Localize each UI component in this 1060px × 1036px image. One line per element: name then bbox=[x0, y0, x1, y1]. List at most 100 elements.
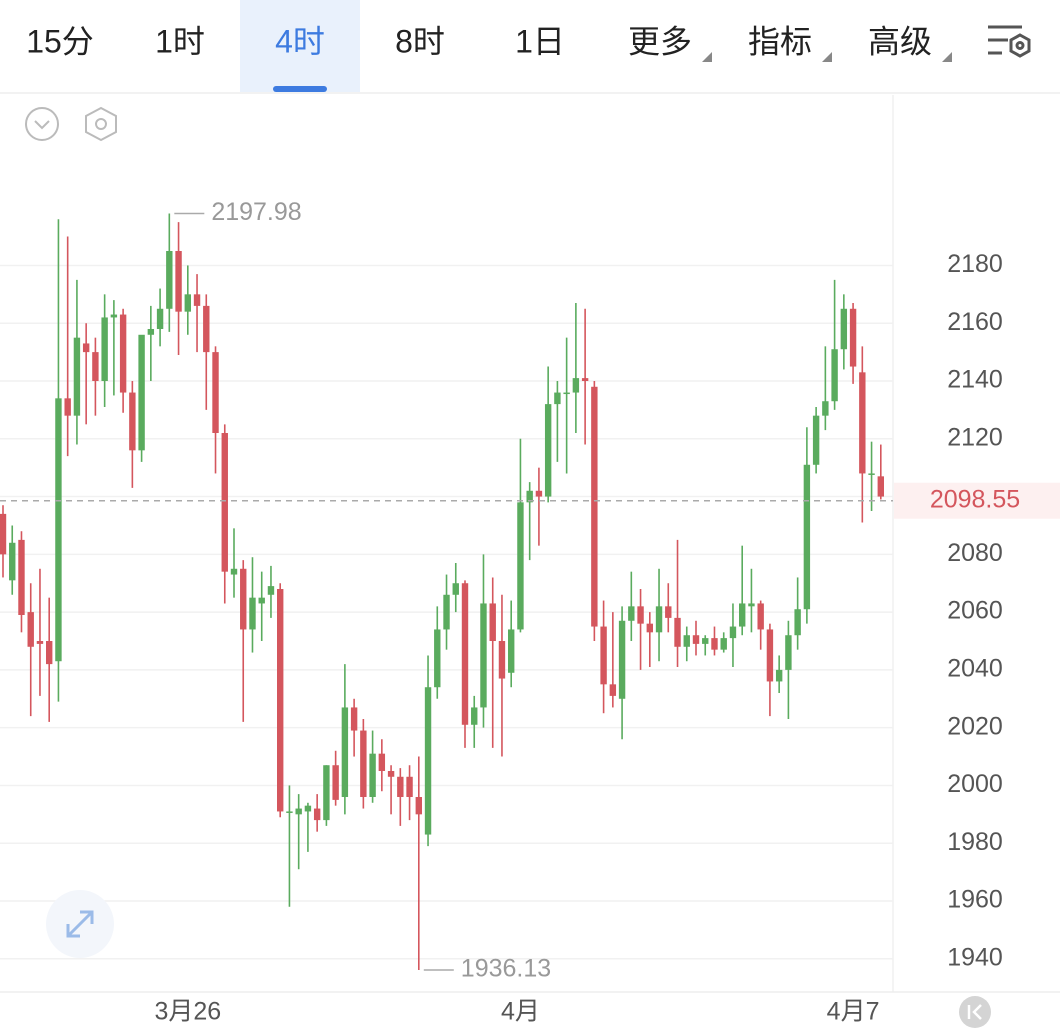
candle-body bbox=[840, 308, 848, 350]
candle-body bbox=[591, 386, 598, 627]
candle-body bbox=[249, 597, 256, 630]
candle-body bbox=[184, 294, 191, 312]
candle-body bbox=[646, 623, 653, 633]
chevron bbox=[34, 120, 50, 130]
candle-body bbox=[434, 629, 441, 688]
chart-tools bbox=[25, 106, 117, 142]
candle-body bbox=[526, 490, 533, 503]
expand-icon bbox=[66, 910, 94, 938]
candle-body bbox=[55, 398, 62, 662]
plot: 1940196019802000202020402060208021002120… bbox=[0, 198, 1060, 1026]
y-tick-label: 2000 bbox=[947, 770, 1003, 798]
candle-body bbox=[110, 314, 118, 318]
dropdown-arrow bbox=[942, 52, 952, 62]
candle-body bbox=[82, 343, 90, 353]
candle-body bbox=[748, 603, 755, 607]
candle-body bbox=[175, 251, 182, 312]
tab-label[interactable]: 更多 bbox=[628, 23, 692, 59]
candle-body bbox=[156, 308, 164, 329]
overlay-icons bbox=[46, 890, 991, 1028]
candle-body bbox=[378, 753, 386, 771]
hex-dot bbox=[95, 118, 107, 130]
y-tick-label: 1960 bbox=[947, 886, 1003, 914]
collapse-icon[interactable] bbox=[25, 107, 59, 141]
candle-body bbox=[655, 606, 663, 633]
candle-body bbox=[18, 539, 25, 615]
candle-body bbox=[517, 502, 524, 630]
candle-body bbox=[544, 404, 552, 497]
toolbar: 15分 1时 4时 8时 1日 更多 指标 高级 bbox=[0, 0, 1060, 94]
candle-body bbox=[452, 583, 459, 595]
tab-label[interactable]: 4时 bbox=[275, 23, 325, 59]
candle-body bbox=[193, 294, 201, 306]
candle-body bbox=[739, 603, 746, 627]
tab-label[interactable]: 1时 bbox=[155, 23, 205, 59]
candle-body bbox=[230, 568, 238, 575]
candle-body bbox=[221, 433, 228, 572]
tab-label[interactable]: 指标 bbox=[748, 23, 812, 59]
candle-body bbox=[304, 805, 312, 812]
candle-body bbox=[295, 808, 302, 815]
candle-body bbox=[692, 635, 700, 644]
candle-body bbox=[92, 352, 99, 381]
candle-body bbox=[683, 635, 690, 647]
candle-body bbox=[849, 308, 857, 367]
candle-body bbox=[628, 606, 635, 621]
candle-body bbox=[508, 629, 515, 673]
candle-body bbox=[286, 811, 293, 813]
candle-body bbox=[240, 568, 247, 630]
candle-body bbox=[415, 797, 422, 815]
tab-label[interactable]: 1日 bbox=[515, 23, 565, 59]
candle-body bbox=[711, 638, 718, 650]
candle-body bbox=[341, 707, 349, 797]
back-icon bbox=[967, 1004, 982, 1020]
candle-body bbox=[831, 349, 838, 402]
candle-body bbox=[535, 490, 543, 497]
candle-body bbox=[138, 334, 145, 451]
y-tick-label: 1980 bbox=[947, 828, 1003, 856]
y-tick-label: 2160 bbox=[947, 308, 1003, 336]
candle-body bbox=[424, 687, 432, 835]
min-label: 1936.13 bbox=[461, 955, 551, 983]
candle-body bbox=[471, 707, 478, 725]
candle-body bbox=[46, 641, 53, 665]
max-label: 2197.98 bbox=[211, 198, 301, 226]
candle-body bbox=[665, 606, 672, 618]
candle-body bbox=[212, 352, 219, 433]
y-tick-label: 1940 bbox=[947, 943, 1003, 971]
candle-body bbox=[101, 317, 108, 381]
tab-label[interactable]: 8时 bbox=[395, 23, 445, 59]
candle-body bbox=[387, 771, 395, 777]
candle-body bbox=[868, 473, 875, 475]
candle-body bbox=[461, 583, 469, 725]
candle-body bbox=[360, 730, 367, 797]
candle-body bbox=[267, 586, 275, 595]
candle-body bbox=[563, 392, 570, 395]
last-price-bg bbox=[894, 482, 1060, 519]
candle-body bbox=[812, 415, 820, 465]
candle-body bbox=[757, 603, 764, 630]
x-tick-label: 3月26 bbox=[154, 998, 221, 1026]
selected-tab-bg bbox=[240, 0, 360, 92]
tab-label[interactable]: 高级 bbox=[868, 23, 932, 59]
last-price-label: 2098.55 bbox=[930, 485, 1020, 513]
settings-hex[interactable] bbox=[85, 106, 117, 142]
candle-body bbox=[73, 337, 81, 416]
selected-indicator bbox=[273, 86, 327, 92]
candle-body bbox=[9, 542, 16, 581]
dropdown-arrow bbox=[822, 52, 832, 62]
candle-body bbox=[794, 609, 801, 636]
candle-body bbox=[618, 620, 626, 699]
candle-body bbox=[877, 476, 884, 497]
settings-icon[interactable] bbox=[988, 25, 1031, 58]
candle-body bbox=[766, 629, 774, 682]
candle-body bbox=[64, 398, 71, 416]
candle-body bbox=[258, 597, 265, 604]
y-tick-label: 2140 bbox=[947, 366, 1003, 394]
candle-body bbox=[480, 603, 487, 708]
candle-body bbox=[397, 776, 404, 797]
tab-label[interactable]: 15分 bbox=[26, 23, 94, 59]
candle-body bbox=[729, 626, 737, 639]
candle-body bbox=[406, 776, 413, 797]
candle-body bbox=[822, 401, 829, 416]
